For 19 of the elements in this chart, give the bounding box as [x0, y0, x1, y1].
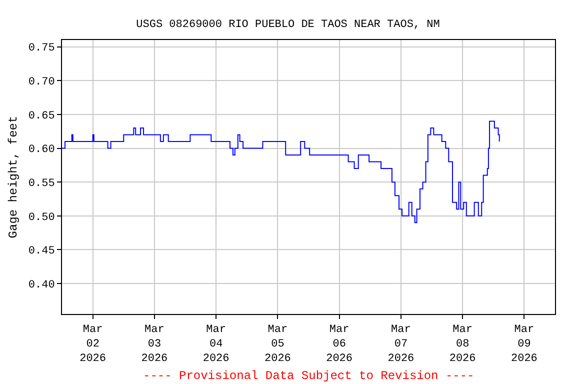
- y-tick-label: 0.70: [28, 76, 55, 88]
- y-axis-title: Gage height, feet: [6, 116, 21, 238]
- x-tick-label: Mar 04 2026: [202, 324, 230, 365]
- x-tick-label: Mar 05 2026: [264, 324, 291, 365]
- y-tick-label: 0.50: [28, 212, 55, 224]
- y-tick-label: 0.45: [28, 246, 55, 258]
- y-tick-label: 0.55: [28, 178, 55, 190]
- x-tick-label: Mar 03 2026: [141, 324, 168, 365]
- text: ---- Provisional Data Subject to Revision ----: [143, 369, 474, 383]
- x-tick-label: Mar 07 2026: [388, 324, 414, 365]
- x-tick-label: Mar 06 2026: [326, 324, 353, 365]
- x-tick-label: Mar 02 2026: [80, 324, 106, 365]
- y-tick-label: 0.40: [28, 279, 55, 292]
- x-tick-label: Mar 08 2026: [449, 324, 476, 365]
- y-tick-label: 0.75: [28, 42, 55, 55]
- x-tick-label: Mar 09 2026: [510, 324, 538, 365]
- y-tick-label: 0.60: [28, 144, 55, 156]
- chart-title: USGS 08269000 RIO PUEBLO DE TAOS NEAR TAOS, NM: [136, 18, 440, 31]
- y-tick-label: 0.65: [28, 110, 55, 122]
